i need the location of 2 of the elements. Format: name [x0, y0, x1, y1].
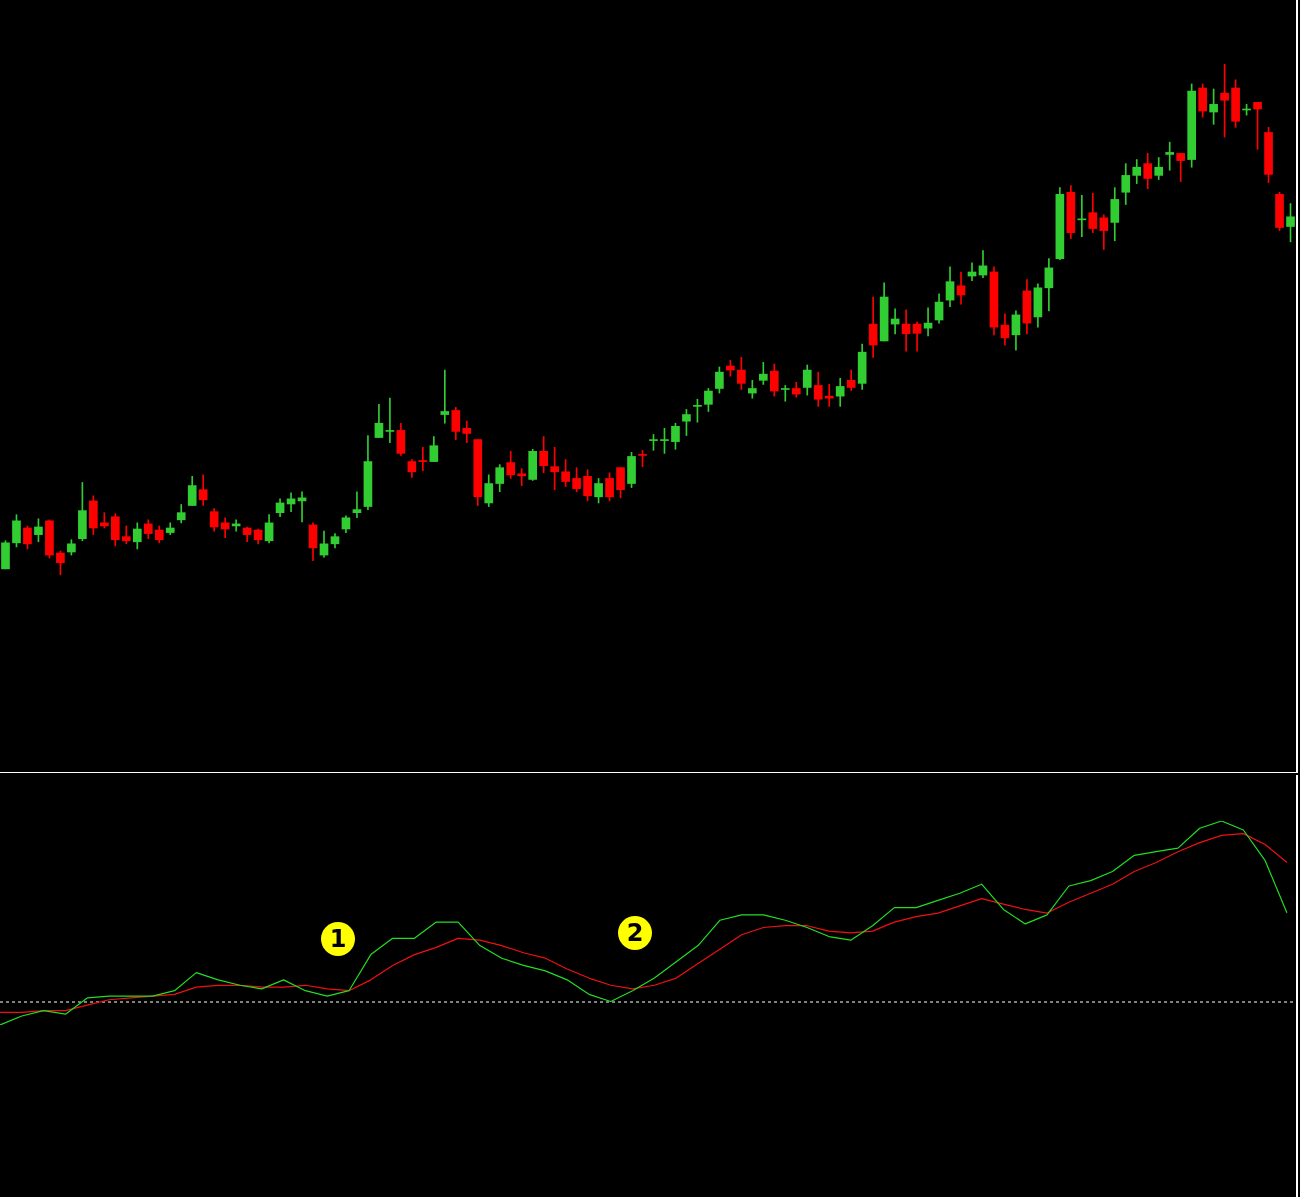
annotation: 1: [321, 922, 355, 956]
annotation: 2: [618, 916, 652, 950]
